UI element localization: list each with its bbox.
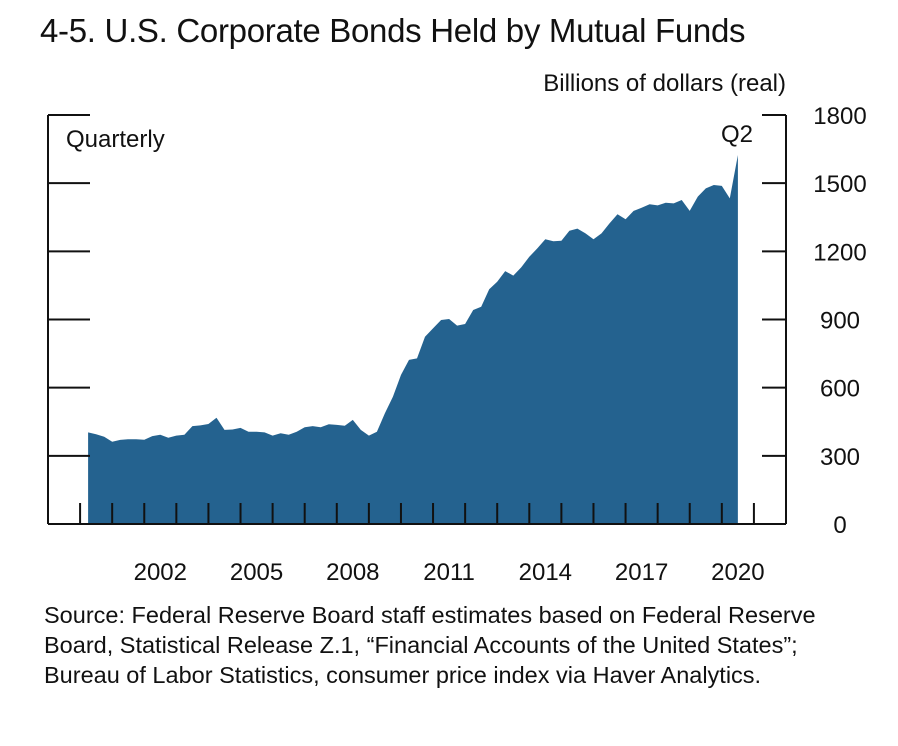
y-tick-label: 600	[820, 376, 860, 403]
x-tick-label: 2002	[134, 559, 187, 586]
y-tick-label: 1200	[813, 239, 866, 266]
x-tick-label: 2011	[423, 559, 475, 586]
x-tick-label: 2005	[230, 559, 283, 586]
y-tick-label: 300	[820, 444, 860, 471]
y-tick-label: 900	[820, 308, 860, 335]
x-tick-label: 2020	[711, 559, 764, 586]
y-tick-label: 1800	[813, 103, 866, 130]
chart: 0 300 600 900 1200 1500 1800 2002 2005 2008 2011 20…	[47, 103, 867, 586]
x-tick-label: 2017	[615, 559, 668, 586]
chart-title: 4-5. U.S. Corporate Bonds Held by Mutual…	[40, 12, 746, 49]
end-label: Q2	[721, 121, 753, 148]
area-series	[88, 155, 738, 524]
y-axis-label: Billions of dollars (real)	[543, 70, 786, 97]
y-tick-label: 0	[833, 512, 846, 539]
x-tick-label: 2014	[519, 559, 572, 586]
x-tick-label: 2008	[326, 559, 379, 586]
y-tick-label: 1500	[813, 171, 866, 198]
frequency-label: Quarterly	[66, 126, 165, 153]
source-note: Source: Federal Reserve Board staff esti…	[44, 602, 816, 688]
